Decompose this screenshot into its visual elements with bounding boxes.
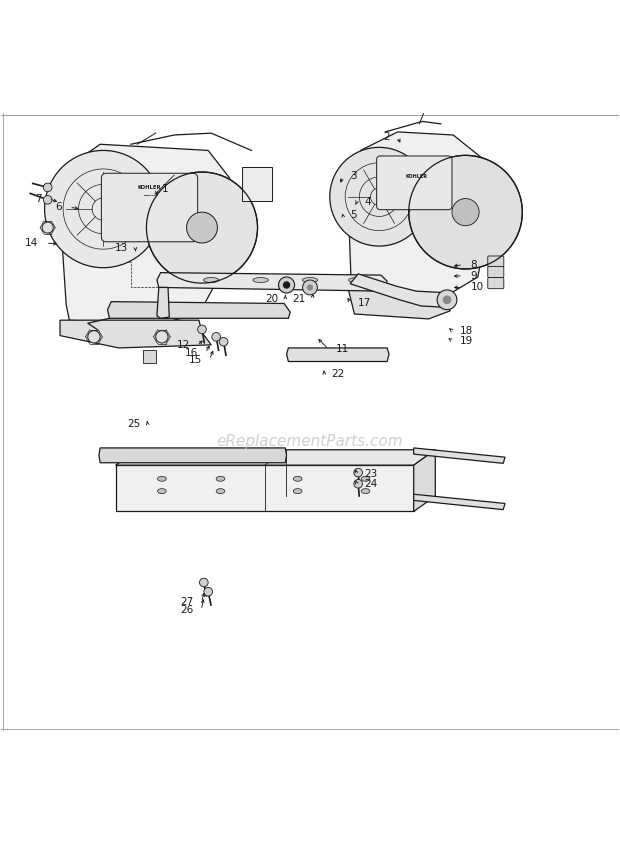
Polygon shape xyxy=(414,450,435,511)
Circle shape xyxy=(156,331,168,343)
Ellipse shape xyxy=(157,476,166,481)
Text: 25: 25 xyxy=(127,419,140,430)
Polygon shape xyxy=(115,465,414,511)
Text: 22: 22 xyxy=(332,369,345,379)
Ellipse shape xyxy=(348,278,364,283)
Circle shape xyxy=(283,281,290,289)
Circle shape xyxy=(45,150,162,268)
Circle shape xyxy=(354,468,363,477)
FancyBboxPatch shape xyxy=(488,256,504,267)
Text: 9: 9 xyxy=(471,271,477,281)
Polygon shape xyxy=(115,450,435,465)
Polygon shape xyxy=(157,288,169,318)
Ellipse shape xyxy=(157,489,166,494)
FancyBboxPatch shape xyxy=(488,267,504,278)
Text: 14: 14 xyxy=(25,238,38,248)
Circle shape xyxy=(437,290,457,310)
FancyBboxPatch shape xyxy=(377,156,452,209)
Text: 15: 15 xyxy=(188,354,202,365)
Circle shape xyxy=(200,578,208,587)
Polygon shape xyxy=(286,348,389,361)
Circle shape xyxy=(354,479,363,488)
Bar xyxy=(143,349,156,364)
Circle shape xyxy=(219,338,228,346)
Text: 19: 19 xyxy=(459,336,472,345)
Ellipse shape xyxy=(253,278,268,283)
Circle shape xyxy=(88,331,100,343)
Ellipse shape xyxy=(361,489,370,494)
Text: 12: 12 xyxy=(177,340,190,350)
Bar xyxy=(242,167,272,201)
Text: 17: 17 xyxy=(358,298,371,308)
Text: 11: 11 xyxy=(336,344,349,354)
Ellipse shape xyxy=(303,278,317,283)
Circle shape xyxy=(187,212,218,243)
Polygon shape xyxy=(157,273,387,291)
Ellipse shape xyxy=(293,476,302,481)
Circle shape xyxy=(303,280,317,295)
Text: 23: 23 xyxy=(365,469,378,479)
Circle shape xyxy=(307,284,313,290)
Text: 4: 4 xyxy=(365,197,371,207)
Ellipse shape xyxy=(216,476,225,481)
Polygon shape xyxy=(60,144,233,323)
Polygon shape xyxy=(348,289,450,319)
Ellipse shape xyxy=(203,278,219,283)
Text: 21: 21 xyxy=(292,294,305,304)
Circle shape xyxy=(278,277,294,293)
Ellipse shape xyxy=(216,489,225,494)
Circle shape xyxy=(409,155,522,269)
Text: 1: 1 xyxy=(162,184,169,193)
Text: 5: 5 xyxy=(350,210,356,220)
Polygon shape xyxy=(348,132,489,299)
Text: KOHLER: KOHLER xyxy=(138,185,161,190)
Polygon shape xyxy=(99,448,286,463)
Circle shape xyxy=(198,325,206,333)
Circle shape xyxy=(43,183,52,192)
Text: KOHLER: KOHLER xyxy=(405,175,427,180)
Polygon shape xyxy=(107,301,290,318)
Circle shape xyxy=(330,148,428,246)
Text: 6: 6 xyxy=(55,203,62,212)
Text: 27: 27 xyxy=(180,598,194,607)
Text: 2: 2 xyxy=(384,132,390,142)
Text: 10: 10 xyxy=(471,283,484,292)
Text: 26: 26 xyxy=(180,605,194,615)
Text: 18: 18 xyxy=(459,326,472,336)
Ellipse shape xyxy=(293,489,302,494)
Circle shape xyxy=(146,172,257,283)
Ellipse shape xyxy=(361,476,370,481)
Text: 16: 16 xyxy=(184,348,198,358)
Text: 3: 3 xyxy=(350,171,356,181)
Circle shape xyxy=(452,198,479,225)
Text: 13: 13 xyxy=(115,243,128,253)
Text: 7: 7 xyxy=(35,193,42,203)
Circle shape xyxy=(443,295,451,304)
Text: 20: 20 xyxy=(265,294,278,304)
Text: eReplacementParts.com: eReplacementParts.com xyxy=(216,435,404,449)
Polygon shape xyxy=(414,448,505,463)
Polygon shape xyxy=(414,495,505,510)
Text: 24: 24 xyxy=(365,479,378,489)
Text: 8: 8 xyxy=(471,260,477,269)
Circle shape xyxy=(42,222,53,233)
Circle shape xyxy=(212,333,221,341)
FancyBboxPatch shape xyxy=(102,173,198,241)
Polygon shape xyxy=(60,320,211,348)
Circle shape xyxy=(43,196,52,204)
Text: ━━━━━━: ━━━━━━ xyxy=(143,194,156,198)
Polygon shape xyxy=(350,273,452,307)
Circle shape xyxy=(204,587,213,596)
FancyBboxPatch shape xyxy=(488,278,504,289)
